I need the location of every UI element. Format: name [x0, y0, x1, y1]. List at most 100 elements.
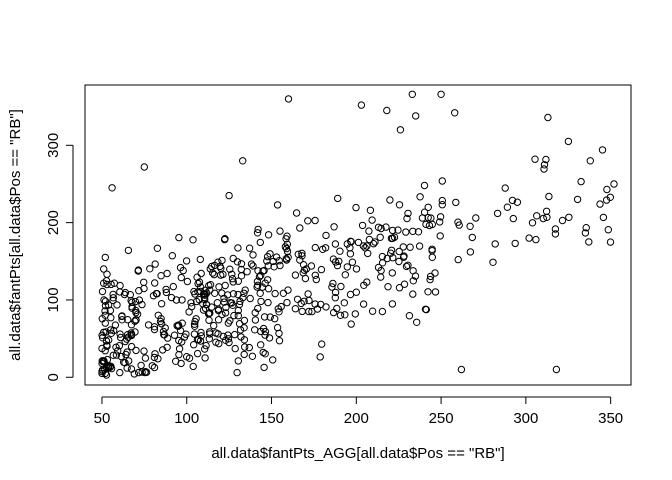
data-point [438, 196, 446, 205]
data-point [116, 368, 124, 377]
data-point [249, 251, 257, 259]
data-point [122, 350, 130, 359]
data-point [343, 240, 351, 248]
data-point [586, 157, 594, 165]
data-point [150, 353, 159, 362]
data-point [109, 290, 117, 299]
data-point [215, 339, 223, 348]
data-point [606, 238, 615, 246]
data-point [457, 365, 466, 374]
data-point [132, 308, 140, 317]
data-point [491, 240, 499, 248]
data-point [383, 254, 391, 263]
data-point [245, 343, 254, 352]
data-point [239, 157, 247, 165]
data-point [257, 341, 265, 349]
data-point [153, 244, 162, 253]
data-point [348, 258, 357, 266]
data-point [409, 227, 417, 236]
data-point [224, 319, 233, 327]
data-point [224, 331, 232, 339]
data-point [602, 196, 611, 204]
data-point [603, 185, 611, 194]
data-point [163, 343, 171, 351]
data-point [199, 306, 208, 314]
data-point [241, 343, 249, 351]
data-point [159, 327, 168, 336]
data-point [395, 257, 403, 266]
data-point [424, 213, 432, 222]
data-point [503, 203, 512, 211]
data-point [329, 308, 338, 317]
data-point [102, 337, 111, 345]
data-point [369, 240, 378, 248]
data-point [395, 201, 404, 209]
data-point [610, 180, 618, 188]
data-point [168, 252, 177, 260]
data-point [101, 307, 109, 315]
data-point [291, 271, 300, 279]
data-point [311, 271, 319, 279]
data-point [263, 276, 272, 284]
data-point [98, 287, 107, 296]
data-point [175, 350, 183, 359]
data-point [388, 234, 397, 243]
data-point [190, 330, 199, 338]
data-point [279, 289, 288, 297]
data-point [404, 261, 412, 269]
data-point [336, 247, 344, 255]
data-point [172, 296, 181, 304]
data-point [108, 184, 116, 192]
data-point [101, 347, 109, 355]
data-point [169, 282, 178, 291]
data-point [214, 316, 223, 324]
data-point [331, 288, 340, 297]
data-point [162, 285, 170, 294]
data-point [237, 260, 246, 268]
data-point [260, 313, 269, 321]
data-point [318, 340, 326, 348]
data-point [162, 288, 171, 297]
data-point [383, 106, 391, 115]
data-point [102, 277, 111, 285]
data-point [210, 321, 218, 330]
data-point [298, 307, 306, 316]
data-point [254, 281, 262, 289]
data-point [264, 231, 273, 239]
data-point [236, 297, 244, 306]
data-point [141, 354, 150, 362]
data-point [438, 201, 446, 209]
data-point [489, 258, 497, 266]
data-point [421, 305, 430, 313]
data-point [151, 350, 159, 358]
data-point [253, 229, 262, 237]
data-point [388, 226, 397, 235]
data-point [251, 326, 259, 334]
data-point [322, 303, 330, 311]
data-point [132, 316, 140, 324]
data-point [431, 269, 439, 277]
data-point [114, 347, 122, 355]
data-point [205, 316, 213, 324]
data-point [215, 283, 223, 291]
x-tick-label: 250 [429, 410, 454, 427]
data-point [341, 311, 349, 319]
data-point [237, 272, 246, 280]
data-point [436, 232, 444, 240]
data-point [245, 244, 254, 252]
data-point [202, 341, 210, 350]
data-point [123, 335, 131, 343]
data-point [424, 203, 432, 212]
data-point [105, 362, 113, 370]
data-point [195, 278, 204, 286]
x-tick-label: 50 [94, 410, 111, 427]
data-point [109, 351, 118, 359]
data-point [112, 351, 121, 359]
data-point [146, 265, 154, 273]
data-point [551, 225, 560, 233]
data-point [412, 112, 420, 120]
data-point [103, 342, 111, 350]
data-point [150, 363, 159, 372]
data-point [196, 255, 205, 264]
